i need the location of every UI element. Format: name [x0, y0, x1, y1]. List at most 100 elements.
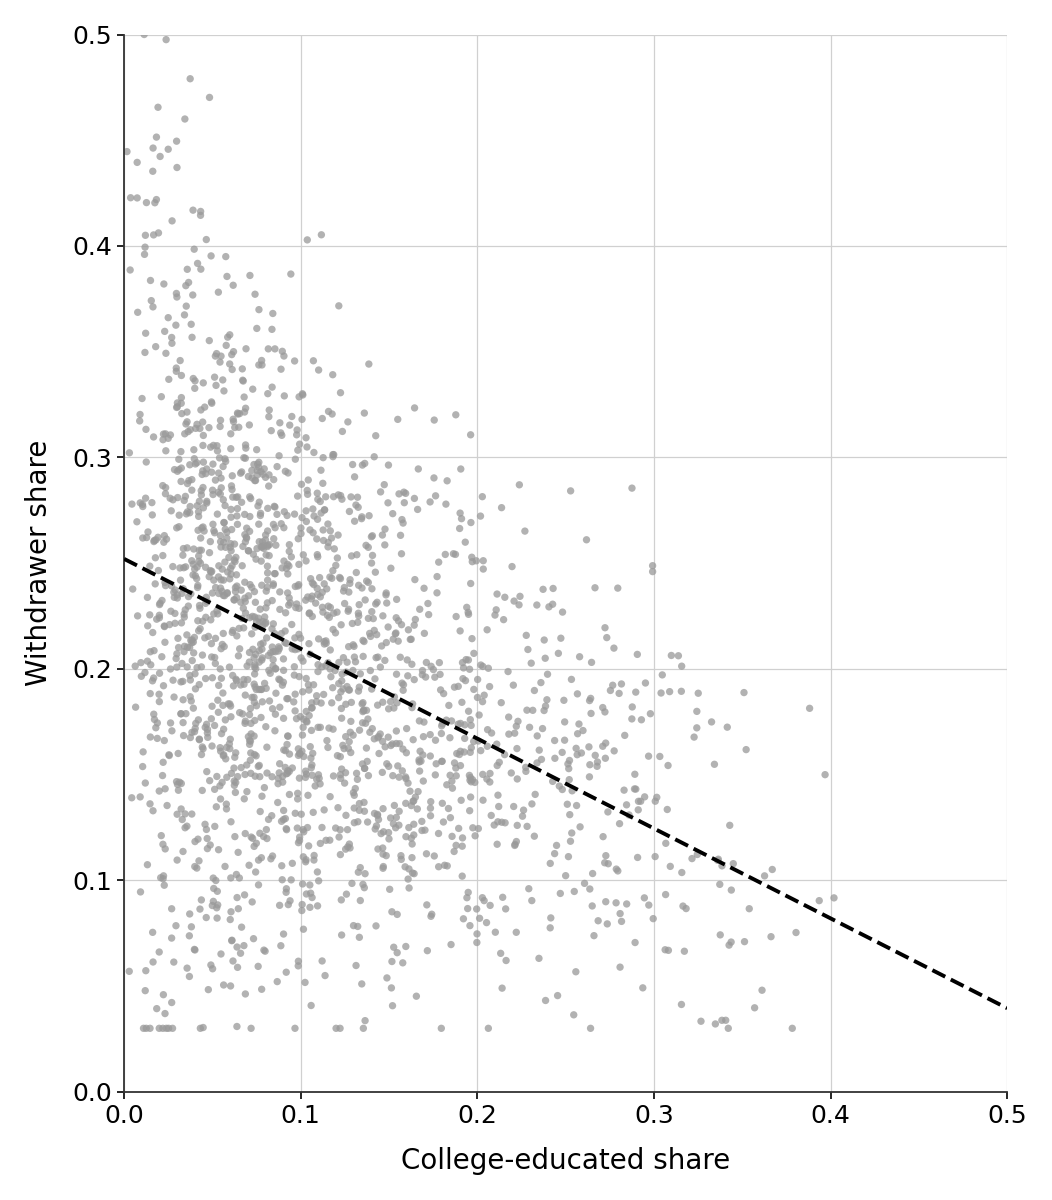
- Point: [230, 899, 247, 918]
- Point: [437, 545, 453, 564]
- Point: [508, 739, 525, 758]
- Point: [252, 680, 269, 700]
- Point: [185, 698, 202, 718]
- Point: [427, 766, 444, 785]
- Point: [223, 812, 240, 832]
- Point: [244, 607, 261, 626]
- Point: [183, 480, 200, 499]
- Point: [364, 526, 381, 545]
- Point: [218, 799, 235, 818]
- Point: [322, 568, 339, 587]
- Point: [226, 418, 243, 437]
- Point: [274, 676, 290, 695]
- Point: [387, 624, 404, 643]
- Point: [138, 452, 155, 472]
- Point: [246, 658, 263, 677]
- Point: [574, 721, 591, 740]
- Point: [151, 608, 168, 628]
- Point: [719, 718, 735, 737]
- Point: [246, 674, 263, 694]
- Point: [237, 449, 254, 468]
- Point: [288, 709, 305, 728]
- Point: [213, 526, 229, 545]
- Point: [321, 830, 338, 850]
- Point: [142, 271, 159, 290]
- Point: [394, 514, 411, 533]
- Point: [181, 926, 198, 946]
- Point: [195, 436, 211, 455]
- Point: [135, 757, 151, 776]
- Point: [300, 470, 317, 490]
- Point: [213, 790, 229, 809]
- Point: [202, 532, 219, 551]
- Point: [586, 926, 603, 946]
- Point: [389, 409, 406, 428]
- Point: [330, 674, 347, 694]
- Point: [237, 685, 254, 704]
- Point: [264, 637, 281, 656]
- Point: [127, 697, 144, 716]
- Point: [230, 619, 247, 638]
- Point: [201, 331, 218, 350]
- Point: [390, 816, 407, 835]
- Point: [295, 847, 311, 866]
- Point: [169, 397, 186, 416]
- Point: [214, 724, 230, 743]
- Point: [218, 794, 235, 814]
- Point: [529, 726, 546, 745]
- Point: [180, 587, 197, 606]
- Point: [280, 761, 297, 780]
- Point: [155, 430, 171, 449]
- Point: [722, 816, 739, 835]
- Point: [479, 720, 495, 739]
- Point: [271, 671, 288, 690]
- Point: [402, 630, 419, 649]
- Point: [380, 757, 397, 776]
- Point: [403, 828, 420, 847]
- Point: [159, 796, 176, 815]
- Point: [409, 799, 426, 818]
- Point: [531, 740, 548, 760]
- Point: [564, 781, 581, 800]
- Point: [505, 676, 522, 695]
- Point: [347, 779, 364, 798]
- Point: [234, 918, 250, 937]
- Point: [135, 743, 151, 762]
- Point: [511, 475, 528, 494]
- Point: [375, 606, 391, 625]
- Point: [248, 539, 265, 558]
- Point: [201, 418, 218, 437]
- Point: [553, 743, 570, 762]
- Point: [258, 599, 275, 618]
- Point: [231, 404, 248, 424]
- Point: [318, 631, 335, 650]
- Point: [735, 683, 752, 702]
- Point: [178, 704, 195, 724]
- Point: [187, 419, 204, 438]
- Point: [524, 794, 541, 814]
- Point: [308, 686, 325, 706]
- Point: [245, 545, 262, 564]
- Point: [288, 425, 305, 444]
- Point: [362, 626, 379, 646]
- Point: [186, 941, 203, 960]
- Point: [144, 623, 161, 642]
- Point: [144, 162, 161, 181]
- Point: [157, 576, 174, 595]
- Point: [225, 412, 242, 431]
- Point: [454, 653, 471, 672]
- Point: [479, 737, 495, 756]
- Point: [245, 688, 262, 707]
- Point: [366, 804, 383, 823]
- Point: [267, 704, 284, 724]
- Point: [363, 602, 380, 622]
- Point: [139, 588, 156, 607]
- Point: [259, 577, 276, 596]
- Point: [360, 766, 377, 785]
- Point: [380, 727, 397, 746]
- Point: [194, 745, 210, 764]
- Point: [229, 515, 246, 534]
- Point: [175, 546, 191, 565]
- Point: [161, 616, 178, 635]
- Point: [193, 541, 209, 560]
